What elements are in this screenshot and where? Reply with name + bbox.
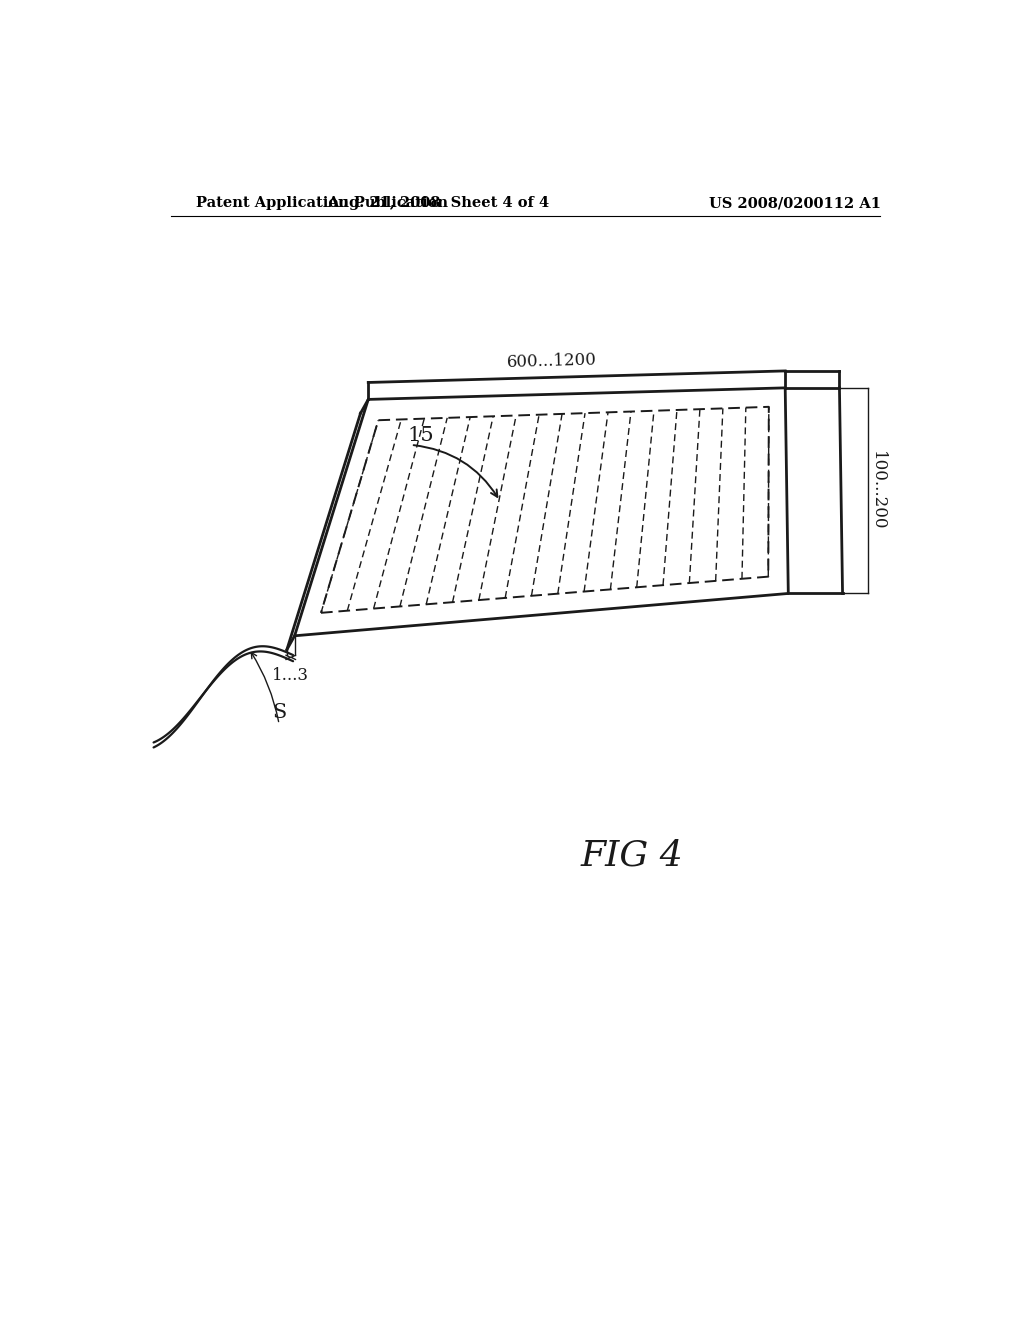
Text: 100...200: 100...200 (869, 451, 886, 531)
Text: Patent Application Publication: Patent Application Publication (197, 197, 449, 210)
Text: 600...1200: 600...1200 (507, 351, 597, 371)
Text: 1...3: 1...3 (272, 667, 309, 684)
Text: US 2008/0200112 A1: US 2008/0200112 A1 (710, 197, 882, 210)
Text: 15: 15 (407, 426, 433, 445)
Text: FIG 4: FIG 4 (581, 838, 683, 873)
Text: Aug. 21, 2008  Sheet 4 of 4: Aug. 21, 2008 Sheet 4 of 4 (327, 197, 549, 210)
Text: S: S (272, 704, 287, 722)
